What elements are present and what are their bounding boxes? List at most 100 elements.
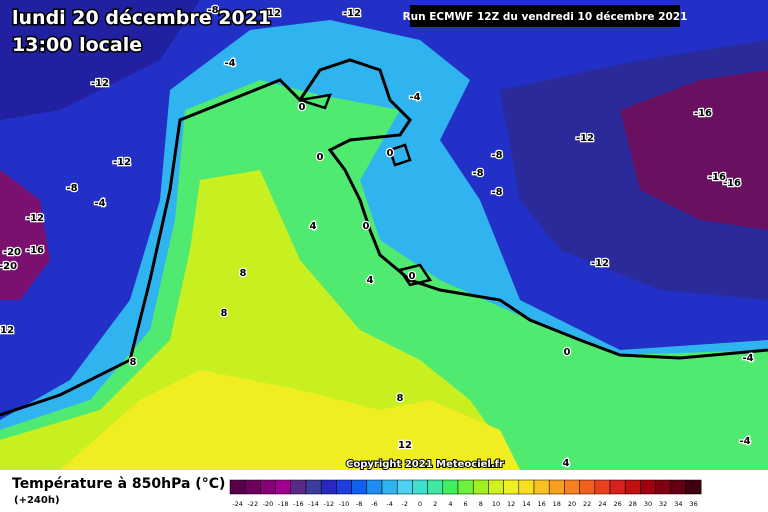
contour-label: 0 (363, 221, 370, 232)
contour-label: -12 (263, 8, 281, 19)
legend-tick: -8 (356, 500, 362, 508)
color-swatch (351, 479, 368, 495)
legend-tick: 34 (674, 500, 682, 508)
contour-label: -8 (472, 168, 483, 179)
legend-tick: -24 (232, 500, 243, 508)
very-cold-region (620, 70, 768, 230)
contour-label: -8 (66, 183, 77, 194)
legend-tick: 14 (522, 500, 530, 508)
color-swatch (472, 479, 489, 495)
legend-tick: 26 (613, 500, 621, 508)
color-swatch (518, 479, 535, 495)
contour-label: -8 (491, 150, 502, 161)
contour-label: -12 (26, 213, 44, 224)
legend-tick: 32 (659, 500, 667, 508)
color-swatch (275, 479, 292, 495)
legend-tick: -22 (247, 500, 258, 508)
contour-label: -8 (491, 187, 502, 198)
color-swatch (229, 479, 246, 495)
legend-tick: -14 (308, 500, 319, 508)
contour-label: -4 (739, 436, 750, 447)
legend-tick: -20 (263, 500, 274, 508)
color-swatch (685, 479, 702, 495)
color-swatch (427, 479, 444, 495)
color-swatch (290, 479, 307, 495)
contour-label: -16 (708, 172, 726, 183)
colorbar: -24 -22 -20 -18 -16 -14 -12 -10 -8 -6 -4 -2 0 2 4 6 8 10 1… (229, 479, 702, 508)
legend-tick: 20 (568, 500, 576, 508)
color-swatch (305, 479, 322, 495)
contour-label: -12 (91, 78, 109, 89)
contour-label: 4 (367, 275, 374, 286)
legend-tick: -12 (323, 500, 334, 508)
contour-label: 8 (397, 393, 404, 404)
contour-label: -16 (694, 108, 712, 119)
contour-label: -4 (409, 92, 420, 103)
zero-isotherm (299, 93, 433, 287)
color-swatch (457, 479, 474, 495)
contour-label: 8 (221, 308, 228, 319)
color-swatch (579, 479, 596, 495)
color-swatch (412, 479, 428, 495)
contour-label: 0 (299, 102, 306, 113)
zero-isotherm (0, 58, 768, 417)
contour-label: 12 (398, 440, 412, 451)
color-swatch (260, 479, 276, 495)
contour-labels: -12 -12 -8 -12 -4 0 -4 -12 -16 -12 -8 -4 0 0 -8 -8 -8 -16… (0, 4, 755, 471)
legend-tick: 6 (464, 500, 468, 508)
cold-region (0, 0, 200, 120)
copyright: Copyright 2021 Meteociel.fr (346, 459, 504, 470)
contour-label: -12 (576, 133, 594, 144)
contour-label: 0 (387, 148, 394, 159)
legend-tick: 8 (479, 500, 483, 508)
color-swatch (442, 479, 459, 495)
color-swatch (336, 479, 352, 495)
color-swatch (624, 479, 641, 495)
legend-tick: -18 (278, 500, 289, 508)
legend-tick: 28 (629, 500, 637, 508)
map (0, 0, 768, 470)
color-swatch (320, 479, 337, 495)
color-swatch (488, 479, 504, 495)
legend-tick: 2 (433, 500, 437, 508)
run-info: Run ECMWF 12Z du vendredi 10 décembre 20… (403, 11, 688, 23)
legend-tick: 22 (583, 500, 591, 508)
legend-title: Température à 850hPa (°C) (12, 476, 225, 492)
date-title: lundi 20 décembre 2021 (12, 7, 271, 29)
contour-label: -8 (207, 5, 218, 16)
color-swatch (609, 479, 626, 495)
contour-label: -4 (742, 353, 753, 364)
color-swatch (548, 479, 565, 495)
contour-label: -12 (0, 325, 14, 336)
legend-tick: 36 (689, 500, 697, 508)
contour-label: -20 (0, 261, 17, 272)
warmest-region (60, 370, 520, 470)
contour-label: -12 (591, 258, 609, 269)
run-box (410, 5, 680, 27)
color-swatch (396, 479, 413, 495)
legend-tick: 0 (418, 500, 422, 508)
legend-tick: 10 (492, 500, 500, 508)
color-swatch (640, 479, 656, 495)
legend-tick: 12 (507, 500, 515, 508)
contour-label: -16 (723, 178, 741, 189)
contour-label: -4 (94, 198, 105, 209)
color-swatch (564, 479, 580, 495)
color-swatch (533, 479, 550, 495)
very-cold-region (0, 170, 50, 300)
contour-label: -16 (26, 245, 44, 256)
contour-label: 0 (317, 152, 324, 163)
legend-tick: -6 (371, 500, 377, 508)
legend-tick: 18 (553, 500, 561, 508)
warmer-region (0, 170, 520, 470)
legend-tick: 4 (448, 500, 452, 508)
contour-label: 8 (130, 357, 137, 368)
contour-label: -20 (3, 247, 21, 258)
color-swatch (655, 479, 672, 495)
time-title: 13:00 locale (12, 34, 142, 56)
contour-label: -12 (113, 157, 131, 168)
legend-tick: -2 (402, 500, 408, 508)
contour-label: 4 (310, 221, 317, 232)
legend-tick: 24 (598, 500, 606, 508)
